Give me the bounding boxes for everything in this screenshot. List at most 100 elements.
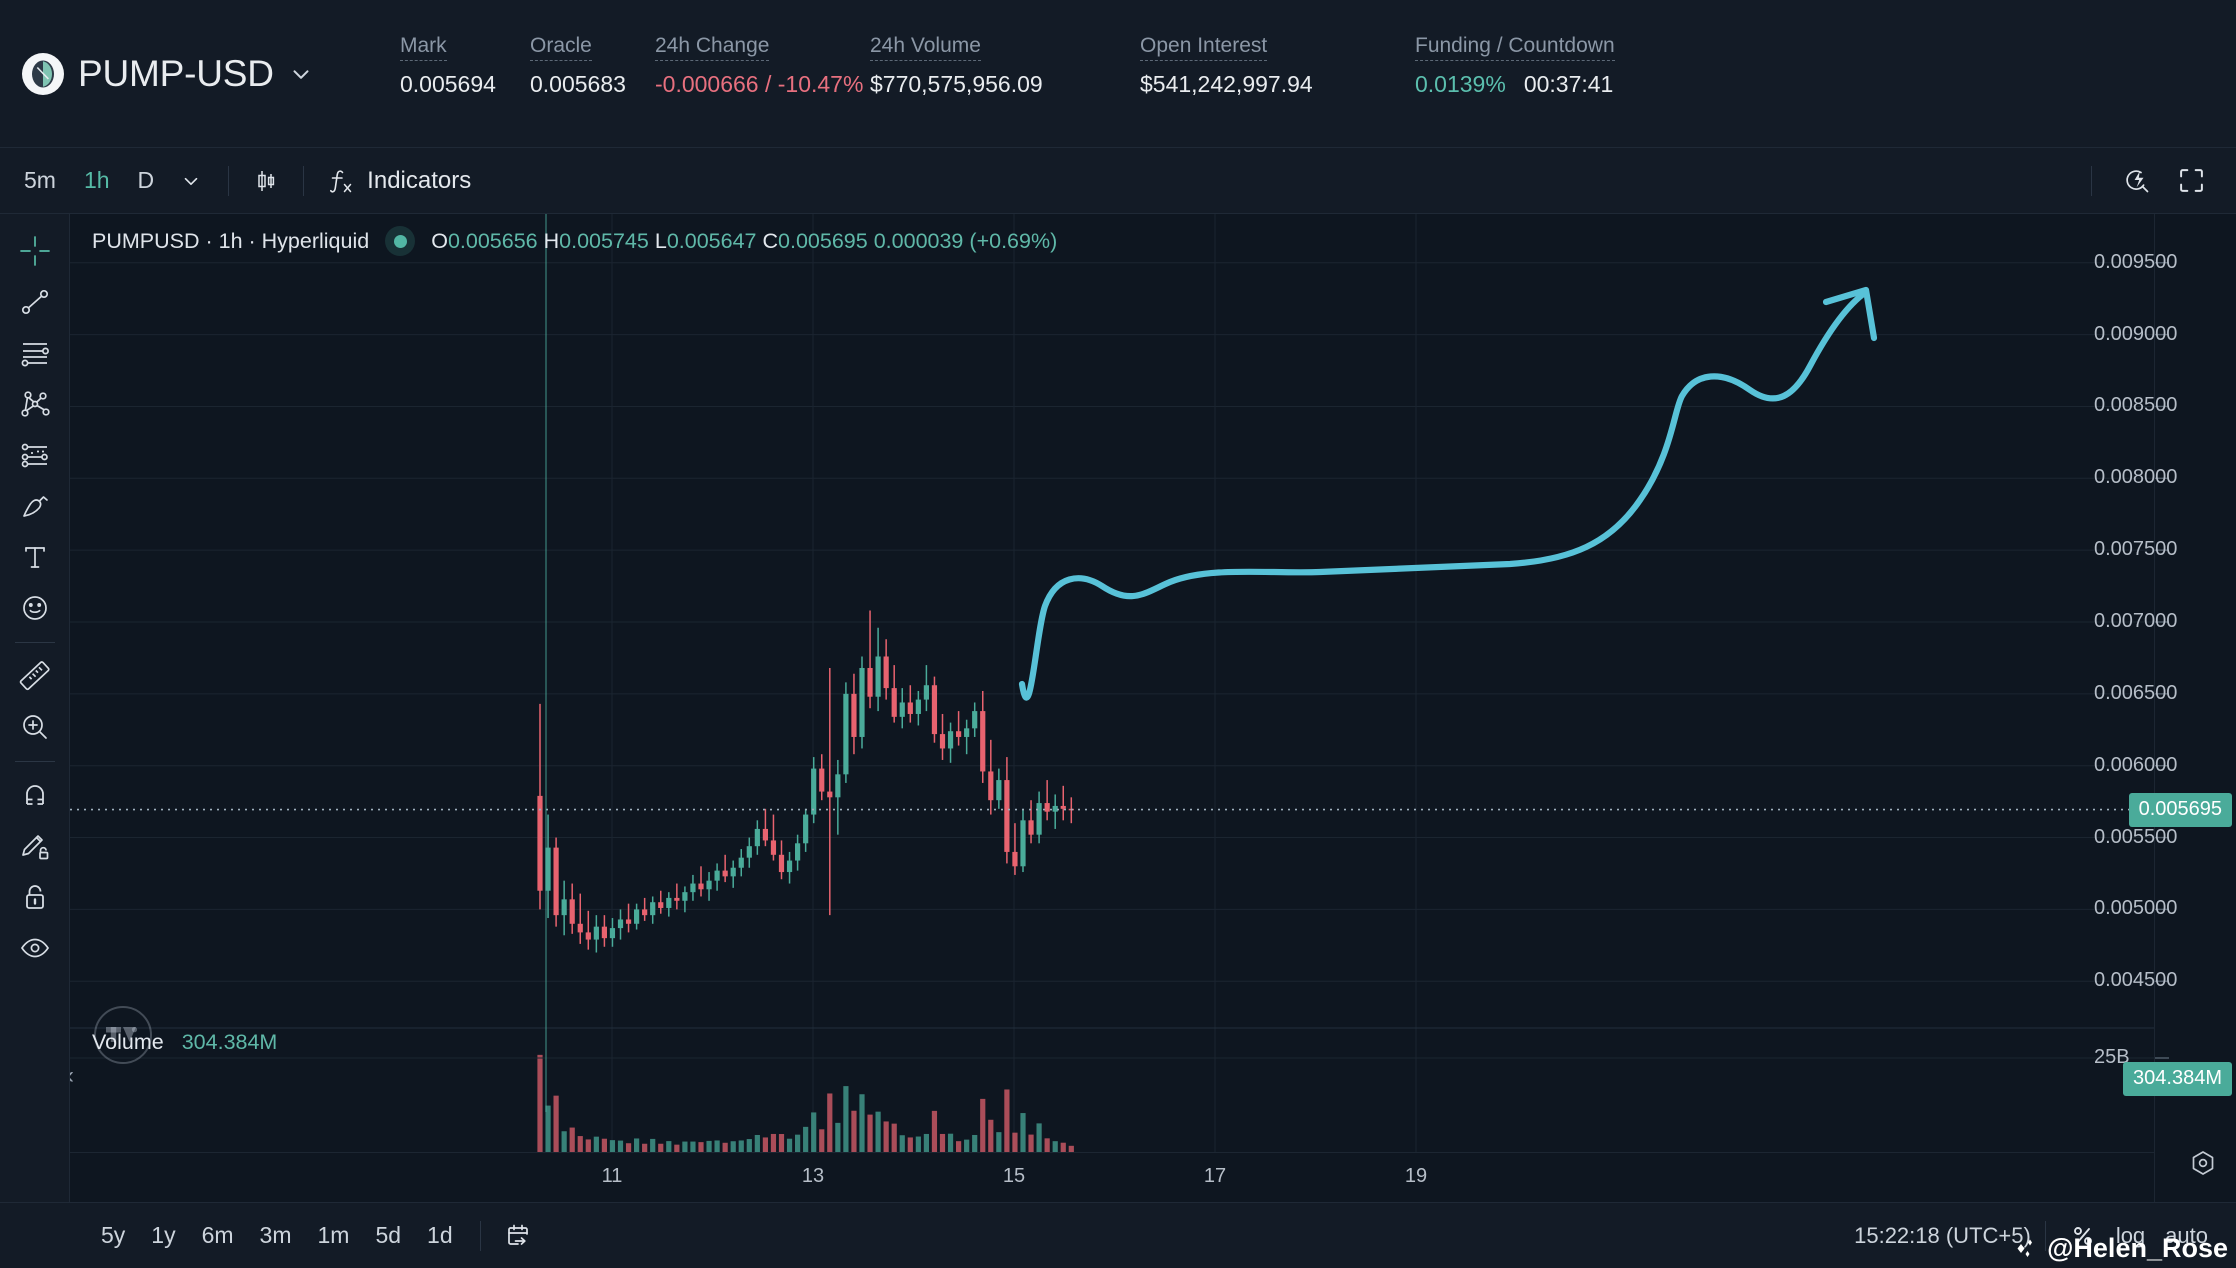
price-tick-label: 0.004500	[2094, 969, 2178, 992]
range-1d[interactable]: 1d	[427, 1222, 453, 1248]
market-stats: Mark 0.005694 Oracle 0.005683 24h Change…	[400, 33, 1615, 113]
eye-hide-icon[interactable]	[9, 923, 61, 973]
funding-countdown-value: 00:37:41	[1523, 70, 1614, 97]
toolbar-right-group	[2077, 160, 2236, 202]
stat-oracle-value: 0.005683	[530, 70, 626, 97]
price-chart-panel[interactable]: PUMPUSD · 1h · Hyperliquid O0.005656 H0.…	[70, 214, 2154, 1268]
pump-token-icon	[22, 52, 64, 95]
ohlc-high-value: 0.005745	[559, 228, 649, 253]
stat-24h-volume-value: $770,575,956.09	[870, 70, 1043, 97]
chevron-down-icon[interactable]	[288, 61, 314, 87]
chevron-down-icon[interactable]	[168, 160, 214, 202]
chart-settings-icon[interactable]	[2188, 1148, 2218, 1178]
toolbar-divider-3	[2091, 165, 2092, 196]
price-tick-label: 0.009500	[2094, 250, 2178, 273]
price-tick-label: 0.008000	[2094, 466, 2178, 489]
emoji-sticker-icon[interactable]	[9, 583, 61, 633]
stat-24h-volume: 24h Volume $770,575,956.09	[870, 34, 1140, 98]
stat-mark-value: 0.005694	[400, 70, 496, 97]
rail-divider-2	[14, 761, 55, 762]
price-axis-ticks	[2155, 262, 2169, 1059]
toolbar-divider-2	[303, 165, 305, 196]
stat-24h-change: 24h Change -0.000666 / -10.47%	[655, 34, 870, 98]
ohlc-open-value: 0.005656	[447, 228, 538, 253]
collapse-pane-icon[interactable]: ‹	[70, 1062, 74, 1090]
author-handle: @Helen_Rose	[2047, 1233, 2228, 1263]
tradingview-logo-watermark	[94, 1006, 152, 1064]
chart-toolbar: 5m 1h D Indicators	[0, 148, 2236, 214]
crosshair-cursor-icon[interactable]	[9, 226, 61, 276]
ohlc-close-key: C	[762, 228, 779, 253]
range-5d[interactable]: 5d	[375, 1222, 402, 1248]
bottom-divider-2	[2044, 1220, 2046, 1251]
price-axis[interactable]	[2154, 214, 2236, 1268]
time-tick-label: 11	[601, 1165, 623, 1187]
volume-legend: Volume 304.384M	[92, 1030, 277, 1055]
range-1m[interactable]: 1m	[317, 1222, 350, 1248]
drawing-lock-icon[interactable]	[9, 821, 61, 871]
fib-retracement-icon[interactable]	[9, 430, 61, 480]
price-tick-label: 0.009000	[2094, 322, 2178, 345]
time-tick-label: 15	[1002, 1165, 1026, 1187]
pitchfork-icon[interactable]	[9, 379, 61, 429]
current-volume-badge: 304.384M	[2123, 1062, 2232, 1096]
price-tick-label: 0.005000	[2094, 897, 2178, 920]
time-tick-label: 13	[801, 1165, 825, 1187]
chart-legend: PUMPUSD · 1h · Hyperliquid O0.005656 H0.…	[92, 226, 1057, 256]
timeframe-D[interactable]: D	[137, 167, 155, 193]
chart-clock: 15:22:18 (UTC+5)	[1854, 1222, 2031, 1248]
fx-function-icon	[326, 166, 354, 196]
ohlc-high-key: H	[543, 228, 560, 253]
ohlc-low-value: 0.005647	[666, 228, 757, 253]
range-6m[interactable]: 6m	[201, 1222, 234, 1248]
stat-funding-countdown: Funding / Countdown 0.0139% 00:37:41	[1415, 33, 1615, 97]
auto-scale-toggle[interactable]: auto	[2165, 1222, 2208, 1248]
current-price-badge: 0.005695	[2128, 792, 2232, 827]
live-status-dot	[385, 226, 416, 256]
percent-scale-icon[interactable]	[2060, 1215, 2106, 1257]
padlock-icon[interactable]	[9, 872, 61, 922]
measure-ruler-icon[interactable]	[9, 651, 61, 701]
volume-label: Volume	[92, 1030, 164, 1054]
timeframe-1h[interactable]: 1h	[83, 167, 110, 193]
volume-value: 304.384M	[181, 1030, 278, 1054]
author-watermark: @Helen_Rose	[2013, 1233, 2228, 1264]
funding-rate-value: 0.0139%	[1415, 70, 1506, 97]
pair-name: PUMP-USD	[78, 52, 274, 94]
zoom-in-icon[interactable]	[9, 702, 61, 752]
pair-selector[interactable]: PUMP-USD	[0, 52, 400, 95]
goto-date-icon[interactable]	[495, 1215, 541, 1257]
trend-line-icon[interactable]	[9, 277, 61, 327]
bottom-right-group: 15:22:18 (UTC+5) log auto	[1854, 1215, 2236, 1257]
horizontal-lines-icon[interactable]	[9, 328, 61, 378]
brush-icon[interactable]	[9, 481, 61, 531]
ohlc-readout: O0.005656 H0.005745 L0.005647 C0.005695 …	[431, 229, 1057, 254]
time-tick-label: 17	[1203, 1165, 1227, 1187]
stat-mark: Mark 0.005694	[400, 34, 530, 98]
indicators-label: Indicators	[367, 166, 472, 194]
range-3m[interactable]: 3m	[259, 1222, 292, 1248]
bottom-bar: 5y 1y 6m 3m 1m 5d 1d 15:22:18 (UTC+5) lo…	[0, 1202, 2236, 1268]
fullscreen-icon[interactable]	[2168, 160, 2214, 202]
time-axis[interactable]: 11 13 15 17 19	[70, 1152, 2154, 1202]
lightning-search-icon[interactable]	[2114, 160, 2160, 202]
date-range-group: 5y 1y 6m 3m 1m 5d 1d	[0, 1215, 541, 1257]
price-tick-label: 0.005500	[2094, 825, 2178, 848]
price-tick-label: 0.006000	[2094, 753, 2178, 776]
log-scale-toggle[interactable]: log	[2115, 1222, 2146, 1248]
indicators-button[interactable]: Indicators	[318, 166, 479, 196]
timeframe-5m[interactable]: 5m	[24, 167, 56, 193]
range-5y[interactable]: 5y	[101, 1222, 126, 1248]
drawing-tools-rail	[0, 214, 70, 1268]
candlestick-plot[interactable]	[70, 214, 2154, 1268]
candlestick-style-icon[interactable]	[243, 160, 289, 202]
ohlc-change-pct: (+0.69%)	[969, 228, 1058, 253]
text-tool-icon[interactable]	[9, 532, 61, 582]
market-header: PUMP-USD Mark 0.005694 Oracle 0.005683 2…	[0, 0, 2236, 148]
rail-divider-1	[14, 642, 55, 643]
stat-open-interest: Open Interest $541,242,997.94	[1140, 34, 1415, 98]
range-1y[interactable]: 1y	[151, 1222, 176, 1248]
toolbar-divider	[228, 165, 230, 196]
magnet-icon[interactable]	[9, 770, 61, 820]
timeframe-group: 5m 1h D	[0, 160, 214, 202]
